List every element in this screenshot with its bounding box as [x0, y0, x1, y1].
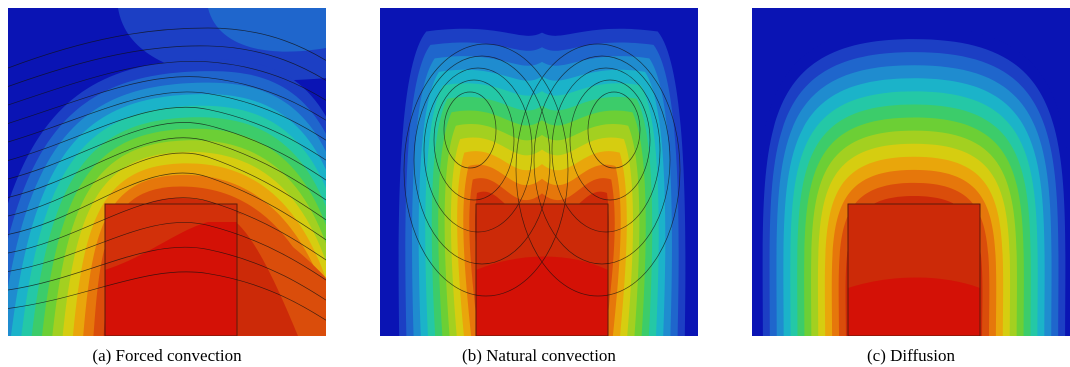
streamline-2 — [8, 60, 326, 106]
streamline-0 — [8, 27, 326, 69]
panel-natural-convection: (b) Natural convection — [380, 8, 698, 365]
streamline-6 — [8, 122, 326, 181]
heater-outline — [104, 203, 238, 336]
streamline-8 — [8, 152, 326, 221]
streamline-7 — [8, 137, 326, 201]
streamline-3 — [8, 76, 326, 124]
field-band-top-1 — [208, 8, 326, 52]
streamline-11 — [8, 222, 326, 281]
streamline-cell-0-4 — [413, 55, 551, 265]
caption-b: (b) Natural convection — [462, 346, 616, 365]
temperature-field-diffusion — [752, 8, 1070, 336]
caption-a: (a) Forced convection — [92, 346, 242, 365]
streamline-cell-0-1 — [443, 91, 497, 169]
streamlines — [403, 43, 681, 297]
heater-outline — [847, 203, 981, 336]
streamline-10 — [8, 197, 326, 261]
panel-diffusion: (c) Diffusion — [752, 8, 1070, 365]
streamline-cell-1-1 — [587, 91, 641, 169]
streamline-cell-1-2 — [569, 79, 651, 201]
contour-bands — [755, 26, 1070, 336]
temperature-field-forced — [8, 8, 326, 336]
streamline-cell-0-5 — [403, 43, 569, 297]
heater-outline — [475, 203, 609, 336]
caption-c: (c) Diffusion — [867, 346, 955, 365]
streamline-13 — [8, 271, 326, 321]
wake-band-inner — [237, 223, 298, 336]
heater-core — [848, 277, 980, 336]
streamline-cell-0-3 — [423, 67, 533, 233]
streamlines — [8, 27, 326, 321]
streamline-1 — [8, 45, 326, 87]
streamline-cell-1-4 — [533, 55, 671, 265]
streamline-cell-1-5 — [515, 43, 681, 297]
streamline-4 — [8, 91, 326, 143]
temperature-field-natural — [380, 8, 698, 336]
streamline-9 — [8, 172, 326, 241]
panel-forced-convection: (a) Forced convection — [8, 8, 326, 365]
streamline-12 — [8, 246, 326, 301]
streamline-cell-1-3 — [551, 67, 661, 233]
streamline-5 — [8, 106, 326, 161]
streamline-cell-0-2 — [433, 79, 515, 201]
heater-core — [105, 222, 237, 336]
heater-core — [476, 256, 608, 336]
